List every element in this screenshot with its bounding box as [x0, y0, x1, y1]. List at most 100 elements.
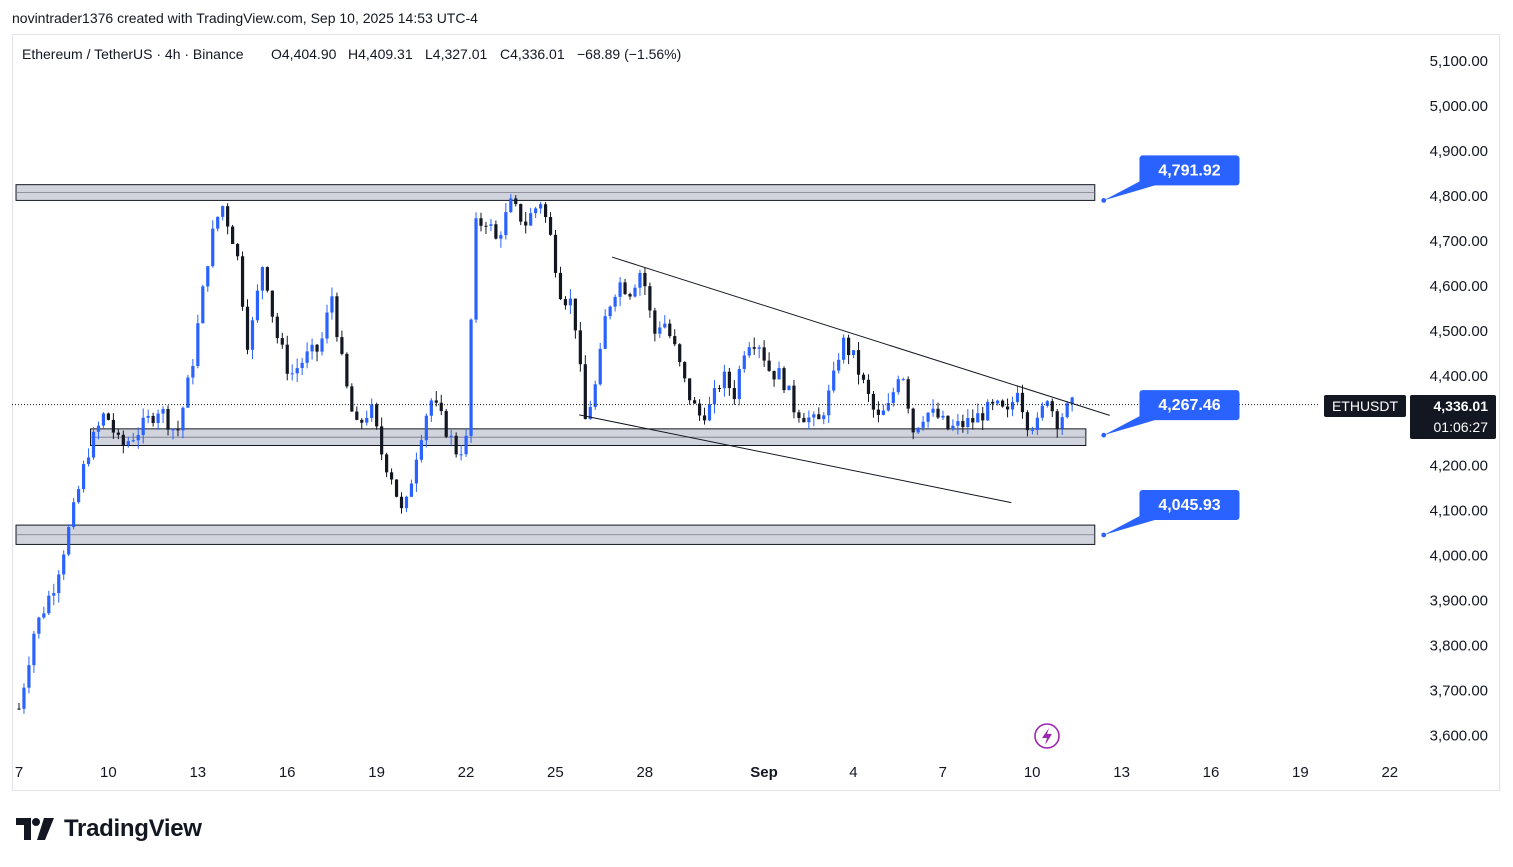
x-tick-label: 25 [547, 764, 564, 781]
candle-8 [52, 583, 56, 606]
candle-205 [1030, 426, 1035, 435]
candle-128 [648, 282, 652, 318]
y-tick-label: 3,700.00 [1430, 683, 1488, 700]
candle-122-body [618, 282, 622, 297]
callout-1[interactable]: 4,791.92 [1101, 155, 1240, 203]
candle-198-body [996, 400, 1000, 404]
candle-150 [757, 344, 761, 359]
candle-88-body [449, 435, 453, 437]
y-tick-label: 4,800.00 [1430, 188, 1488, 205]
candle-159 [802, 413, 806, 423]
candle-31 [166, 405, 170, 436]
last-price-text: 4,336.01 [1434, 398, 1489, 414]
candle-40 [211, 220, 215, 268]
callout-1-label: 4,791.92 [1158, 162, 1220, 179]
candle-158-body [797, 412, 801, 418]
candle-185 [931, 399, 935, 417]
candle-107 [543, 202, 548, 223]
candle-137-body [693, 400, 697, 404]
candle-53 [275, 312, 279, 344]
candle-4-body [32, 633, 36, 666]
candle-198 [996, 399, 1000, 406]
candle-158 [797, 409, 801, 423]
y-tick-label: 4,700.00 [1430, 233, 1488, 250]
candle-149-body [752, 347, 756, 349]
candle-51-body [265, 267, 269, 291]
candle-11 [67, 524, 71, 557]
candle-82 [419, 434, 423, 463]
candle-92-body [469, 319, 473, 436]
y-tick-label: 4,200.00 [1430, 458, 1488, 475]
candle-59-body [305, 351, 309, 363]
y-tick-label: 4,500.00 [1430, 323, 1488, 340]
candle-177 [891, 387, 895, 407]
candle-212 [1065, 401, 1069, 419]
candle-11-body [67, 527, 71, 555]
candle-137 [693, 397, 697, 404]
candle-196 [986, 399, 990, 421]
candle-48-body [250, 320, 255, 350]
candle-138 [697, 399, 702, 421]
candle-134-body [678, 344, 682, 363]
candle-52 [270, 290, 274, 323]
x-tick-label: 22 [458, 764, 475, 781]
candle-16-body [91, 431, 96, 458]
candle-106-body [539, 204, 543, 209]
x-tick-label: 16 [279, 764, 296, 781]
candle-187 [941, 410, 945, 421]
candle-144 [727, 367, 731, 396]
candle-171 [861, 372, 866, 384]
candle-80-body [409, 483, 414, 497]
tradingview-logo-icon [16, 818, 54, 840]
candle-21-body [116, 432, 120, 435]
candle-71-body [365, 417, 369, 423]
candle-29-body [156, 413, 160, 423]
lightning-icon[interactable] [1034, 723, 1060, 749]
tradingview-logo[interactable]: TradingView [14, 815, 202, 843]
candle-62-body [320, 338, 324, 352]
candle-80 [409, 479, 414, 498]
candle-206 [1035, 412, 1039, 436]
candle-172-body [866, 379, 871, 394]
candle-190 [956, 414, 960, 435]
candle-65-body [335, 296, 339, 338]
candle-53-body [275, 316, 279, 339]
candle-44-body [231, 226, 235, 244]
candle-136-body [688, 378, 692, 401]
candle-115 [583, 355, 587, 420]
candle-24-body [131, 440, 135, 442]
candle-127-body [643, 272, 647, 287]
candle-94 [479, 212, 483, 232]
candle-82-body [419, 440, 423, 460]
symbol-label-text: ETHUSDT [1332, 398, 1399, 414]
ohlc-legend: O4,404.90 H4,409.31 L4,327.01 C4,336.01 … [271, 46, 681, 62]
candle-192-body [966, 418, 970, 428]
candle-119 [603, 309, 607, 349]
candle-185-body [931, 408, 935, 413]
candle-55-body [285, 344, 289, 374]
candle-61 [315, 344, 319, 362]
candle-56-body [290, 373, 294, 375]
candle-126-body [638, 272, 642, 288]
candle-181-body [911, 408, 915, 433]
candle-78 [399, 492, 404, 514]
candle-20 [111, 413, 115, 439]
callout-3[interactable]: 4,045.93 [1101, 490, 1240, 538]
candle-25 [136, 427, 140, 449]
candle-70 [360, 418, 364, 430]
candle-60 [310, 338, 314, 360]
candle-141 [712, 380, 717, 414]
candle-15 [86, 448, 91, 467]
candle-100 [509, 194, 513, 213]
candle-192 [966, 409, 970, 435]
ohlc-close: C4,336.01 [500, 46, 565, 62]
candle-177-body [891, 392, 895, 404]
candle-211 [1060, 413, 1064, 435]
candle-31-body [166, 409, 170, 430]
candle-84 [429, 398, 433, 422]
candle-199-body [1000, 400, 1005, 407]
candle-64-body [330, 296, 334, 313]
candle-119-body [603, 316, 607, 349]
callout-2[interactable]: 4,267.46 [1101, 390, 1240, 438]
